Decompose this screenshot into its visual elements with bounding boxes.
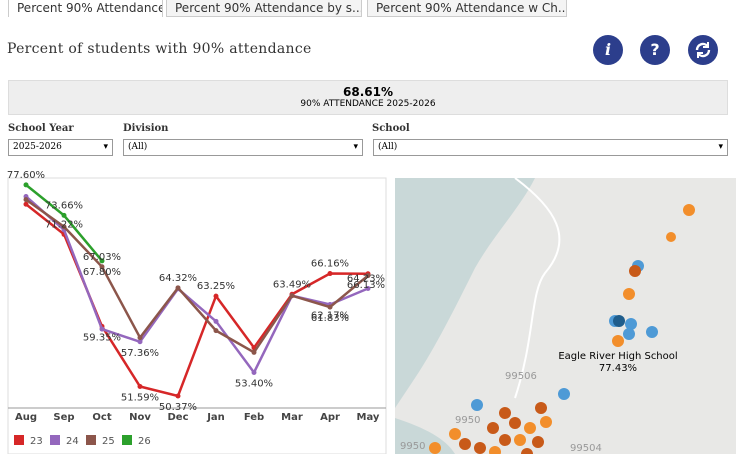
info-button[interactable]: i: [593, 35, 623, 65]
data-label: 59.35%: [83, 332, 121, 343]
x-tick-label: Nov: [129, 412, 151, 423]
page-title: Percent of students with 90% attendance: [7, 41, 312, 57]
kpi-value: 68.61%: [343, 85, 393, 99]
data-point: [251, 369, 257, 375]
data-point: [327, 271, 333, 277]
school-value: 77.43%: [599, 363, 637, 374]
series-line: [25, 195, 369, 375]
data-point: [213, 293, 219, 299]
help-button[interactable]: ?: [640, 35, 670, 65]
data-label: 67.03%: [83, 252, 121, 263]
kpi-box: 68.61% 90% ATTENDANCE 2025-2026: [8, 80, 728, 115]
data-point: [23, 182, 29, 188]
dropdown[interactable]: (All): [123, 139, 363, 156]
road: [514, 178, 561, 399]
data-label: 50.37%: [159, 402, 197, 413]
data-label: 71.22%: [45, 219, 83, 230]
x-tick-label: Oct: [92, 412, 111, 423]
filter-label: School Year: [8, 123, 74, 134]
x-tick-label: Dec: [167, 412, 188, 423]
filter-label: School: [372, 123, 410, 134]
legend-label: 24: [66, 436, 79, 447]
data-point: [175, 285, 181, 291]
data-label: 66.16%: [311, 259, 349, 270]
data-point: [289, 293, 295, 299]
refresh-button[interactable]: [688, 35, 718, 65]
legend-label: 23: [30, 436, 43, 447]
data-point: [137, 339, 143, 345]
kpi-label: 90% ATTENDANCE 2025-2026: [300, 99, 436, 109]
data-point: [23, 201, 29, 207]
data-label: 51.59%: [121, 393, 159, 404]
legend-label: 26: [138, 436, 151, 447]
refresh-icon: [695, 42, 711, 58]
data-point: [327, 304, 333, 310]
zip-label: 99504: [570, 443, 602, 454]
tab[interactable]: Percent 90% Attendance by s...: [166, 0, 362, 17]
data-point: [99, 326, 105, 332]
data-point: [99, 264, 105, 270]
x-tick-label: Apr: [320, 412, 340, 423]
data-label: 64.23%: [347, 274, 385, 285]
x-tick-label: Feb: [244, 412, 264, 423]
school-dots: [429, 204, 695, 454]
data-point: [365, 273, 371, 279]
data-label: 66.13%: [347, 280, 385, 291]
data-point: [99, 258, 105, 264]
x-tick-label: Aug: [15, 412, 37, 423]
data-label: 61.83%: [311, 313, 349, 324]
data-point: [251, 349, 257, 355]
chart-frame: [7, 177, 387, 454]
series-line: [25, 198, 369, 354]
data-label: 63.49%: [273, 279, 311, 290]
data-label: 64.32%: [159, 273, 197, 284]
data-point: [213, 318, 219, 324]
data-label: 57.36%: [121, 348, 159, 359]
x-tick-label: May: [357, 412, 380, 423]
data-label: 53.40%: [235, 378, 273, 389]
data-point: [175, 393, 181, 399]
legend-label: 25: [102, 436, 115, 447]
zip-label: 9950: [400, 441, 425, 452]
data-point: [365, 286, 371, 292]
data-label: 67.80%: [83, 267, 121, 278]
x-tick-label: Jan: [206, 412, 225, 423]
data-point: [61, 224, 67, 230]
data-point: [61, 212, 67, 218]
water: [395, 178, 535, 408]
data-label: 73.66%: [45, 200, 83, 211]
data-label: 62.17%: [311, 310, 349, 321]
filter-label: Division: [123, 123, 169, 134]
tab[interactable]: Percent 90% Attendance: [8, 0, 163, 17]
legend-swatch: [14, 435, 24, 445]
data-point: [213, 328, 219, 334]
zip-label: 99506: [505, 371, 537, 382]
x-tick-label: Mar: [281, 412, 303, 423]
legend-swatch: [86, 435, 96, 445]
line-chart: Aug Sep Oct Nov Dec Jan Feb Mar Apr May 71.22% 59.3…: [7, 170, 387, 454]
data-point: [23, 197, 29, 203]
legend-swatch: [122, 435, 132, 445]
zip-label: 9950: [455, 415, 480, 426]
x-tick-label: Sep: [53, 412, 74, 423]
school-label: Eagle River High School: [558, 351, 677, 362]
legend-swatch: [50, 435, 60, 445]
tab[interactable]: Percent 90% Attendance w Ch...: [367, 0, 567, 17]
data-label: 77.60%: [7, 170, 45, 181]
map: Eagle River High School 77.43% 99506 995…: [395, 178, 736, 454]
data-point: [137, 384, 143, 390]
dropdown[interactable]: (All): [373, 139, 728, 156]
dropdown[interactable]: 2025-2026: [8, 139, 113, 156]
data-label: 63.25%: [197, 281, 235, 292]
data-point: [137, 335, 143, 341]
